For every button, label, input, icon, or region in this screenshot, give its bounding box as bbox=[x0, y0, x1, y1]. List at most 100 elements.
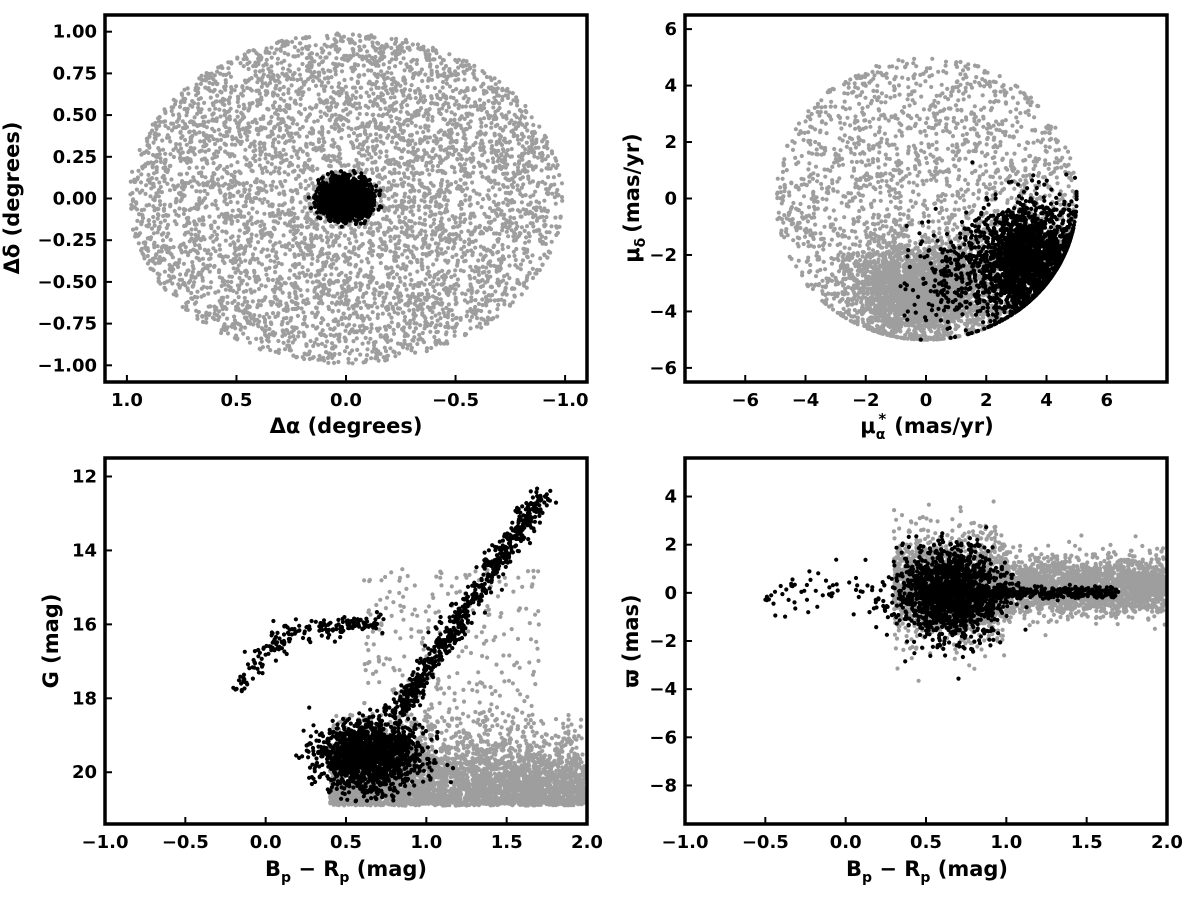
field-star-point bbox=[492, 264, 496, 268]
field-star-point bbox=[168, 139, 172, 143]
field-star-point bbox=[204, 133, 208, 137]
field-star-point bbox=[513, 121, 517, 125]
field-star-point bbox=[224, 78, 228, 82]
field-star-point bbox=[462, 174, 466, 178]
field-star-point bbox=[277, 192, 281, 196]
field-star-point bbox=[281, 92, 285, 96]
field-star-point bbox=[507, 140, 511, 144]
field-star-point bbox=[290, 196, 294, 200]
field-star-point bbox=[501, 254, 505, 258]
field-star-point bbox=[417, 281, 421, 285]
field-star-point bbox=[484, 176, 488, 180]
field-star-point bbox=[358, 39, 362, 43]
field-star-point bbox=[135, 188, 139, 192]
field-star-point bbox=[244, 204, 248, 208]
field-star-point bbox=[198, 189, 202, 193]
field-star-point bbox=[460, 105, 464, 109]
field-star-point bbox=[362, 317, 366, 321]
field-star-point bbox=[295, 355, 299, 359]
field-star-point bbox=[454, 253, 458, 257]
field-star-point bbox=[320, 50, 324, 54]
field-star-point bbox=[351, 230, 355, 234]
field-star-point bbox=[158, 203, 162, 207]
field-star-point bbox=[155, 165, 159, 169]
field-star-point bbox=[252, 270, 256, 274]
field-star-point bbox=[436, 75, 440, 79]
field-star-point bbox=[210, 113, 214, 117]
field-star-point bbox=[337, 81, 341, 85]
field-star-point bbox=[145, 137, 149, 141]
field-star-point bbox=[370, 161, 374, 165]
field-star-point bbox=[364, 104, 368, 108]
field-star-point bbox=[162, 286, 166, 290]
field-star-point bbox=[393, 171, 397, 175]
field-star-point bbox=[325, 339, 329, 343]
field-star-point bbox=[334, 91, 338, 95]
field-star-point bbox=[297, 330, 301, 334]
field-star-point bbox=[485, 227, 489, 231]
field-star-point bbox=[309, 275, 313, 279]
field-star-point bbox=[350, 287, 354, 291]
field-star-point bbox=[250, 222, 254, 226]
field-star-point bbox=[355, 336, 359, 340]
field-star-point bbox=[412, 173, 416, 177]
field-star-point bbox=[209, 96, 213, 100]
field-star-point bbox=[241, 181, 245, 185]
field-star-point bbox=[245, 282, 249, 286]
field-star-point bbox=[464, 158, 468, 162]
field-star-point bbox=[277, 134, 281, 138]
field-star-point bbox=[203, 266, 207, 270]
field-star-point bbox=[396, 284, 400, 288]
field-star-point bbox=[519, 110, 523, 114]
field-star-point bbox=[527, 239, 531, 243]
field-star-point bbox=[368, 239, 372, 243]
field-star-point bbox=[550, 151, 554, 155]
field-star-point bbox=[489, 180, 493, 184]
field-star-point bbox=[283, 221, 287, 225]
field-star-point bbox=[501, 278, 505, 282]
field-star-point bbox=[416, 338, 420, 342]
field-star-point bbox=[357, 161, 361, 165]
field-star-point bbox=[404, 40, 408, 44]
field-star-point bbox=[319, 110, 323, 114]
field-star-point bbox=[459, 63, 463, 67]
field-star-point bbox=[283, 347, 287, 351]
field-star-point bbox=[434, 342, 438, 346]
field-star-point bbox=[528, 195, 532, 199]
field-star-point bbox=[513, 162, 517, 166]
field-star-point bbox=[498, 106, 502, 110]
field-star-point bbox=[531, 267, 535, 271]
field-star-point bbox=[217, 270, 221, 274]
field-star-point bbox=[251, 299, 255, 303]
field-star-point bbox=[226, 301, 230, 305]
field-star-point bbox=[168, 152, 172, 156]
field-star-point bbox=[395, 141, 399, 145]
field-star-point bbox=[339, 136, 343, 140]
field-star-point bbox=[472, 165, 476, 169]
field-star-point bbox=[378, 107, 382, 111]
field-star-point bbox=[136, 169, 140, 173]
field-star-point bbox=[380, 54, 384, 58]
field-star-point bbox=[317, 137, 321, 141]
field-star-point bbox=[218, 164, 222, 168]
field-star-point bbox=[280, 262, 284, 266]
field-star-point bbox=[273, 125, 277, 129]
field-star-point bbox=[508, 224, 512, 228]
field-star-point bbox=[256, 324, 260, 328]
field-star-point bbox=[452, 245, 456, 249]
field-star-point bbox=[406, 235, 410, 239]
field-star-point bbox=[331, 154, 335, 158]
field-star-point bbox=[399, 48, 403, 52]
field-star-point bbox=[162, 174, 166, 178]
field-star-point bbox=[428, 214, 432, 218]
field-star-point bbox=[519, 215, 523, 219]
field-star-point bbox=[237, 295, 241, 299]
field-star-point bbox=[524, 211, 528, 215]
field-star-point bbox=[327, 244, 331, 248]
field-star-point bbox=[392, 236, 396, 240]
field-star-point bbox=[235, 291, 239, 295]
field-star-point bbox=[482, 145, 486, 149]
field-star-point bbox=[510, 198, 514, 202]
field-star-point bbox=[189, 237, 193, 241]
field-star-point bbox=[223, 193, 227, 197]
